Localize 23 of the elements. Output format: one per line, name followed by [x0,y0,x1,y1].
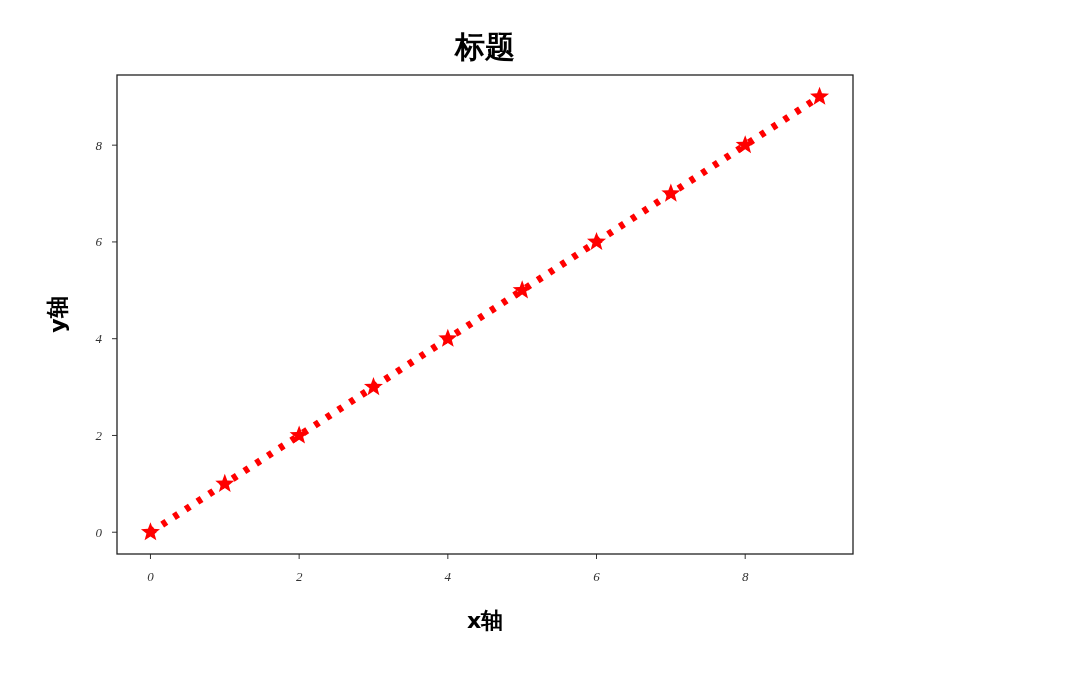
point [512,280,532,299]
x-tick-label: 4 [444,569,452,584]
point [810,86,830,105]
y-tick-label: 8 [95,137,103,153]
y-tick-label: 6 [95,234,103,250]
point [438,328,458,347]
y-axis-title: y轴 [45,296,70,333]
y-tick-label: 2 [95,427,103,443]
point [289,425,309,444]
point [661,183,681,202]
point [735,135,755,154]
x-tick-label: 6 [593,569,601,584]
chart-title: 标题 [454,29,515,64]
x-tick-label: 8 [741,569,749,584]
y-tick-label: 0 [95,524,103,540]
point [140,522,160,541]
point [215,473,235,492]
x-axis-title: x轴 [466,608,504,633]
x-tick-label: 0 [147,569,155,584]
x-tick-label: 2 [295,569,303,584]
y-tick-label: 4 [95,331,103,347]
point [587,231,607,251]
point [363,377,383,396]
